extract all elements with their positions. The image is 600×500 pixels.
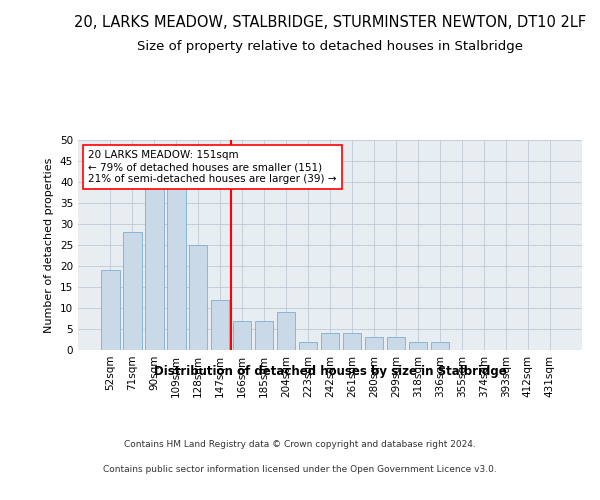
Bar [386, 338, 405, 350]
Y-axis label: Number of detached properties: Number of detached properties [44, 158, 55, 332]
Bar [211, 300, 229, 350]
Bar [431, 342, 449, 350]
Bar [277, 312, 295, 350]
Bar [299, 342, 317, 350]
Bar [145, 186, 164, 350]
Bar [255, 320, 274, 350]
Bar [233, 320, 251, 350]
Text: 20 LARKS MEADOW: 151sqm
← 79% of detached houses are smaller (151)
21% of semi-d: 20 LARKS MEADOW: 151sqm ← 79% of detache… [88, 150, 337, 184]
Text: Distribution of detached houses by size in Stalbridge: Distribution of detached houses by size … [154, 365, 506, 378]
Bar [101, 270, 119, 350]
Bar [189, 245, 208, 350]
Bar [409, 342, 427, 350]
Bar [343, 333, 361, 350]
Bar [123, 232, 142, 350]
Text: Size of property relative to detached houses in Stalbridge: Size of property relative to detached ho… [137, 40, 523, 53]
Text: Contains public sector information licensed under the Open Government Licence v3: Contains public sector information licen… [103, 465, 497, 474]
Text: Contains HM Land Registry data © Crown copyright and database right 2024.: Contains HM Land Registry data © Crown c… [124, 440, 476, 449]
Bar [167, 182, 185, 350]
Text: 20, LARKS MEADOW, STALBRIDGE, STURMINSTER NEWTON, DT10 2LF: 20, LARKS MEADOW, STALBRIDGE, STURMINSTE… [74, 15, 586, 30]
Bar [365, 338, 383, 350]
Bar [320, 333, 340, 350]
